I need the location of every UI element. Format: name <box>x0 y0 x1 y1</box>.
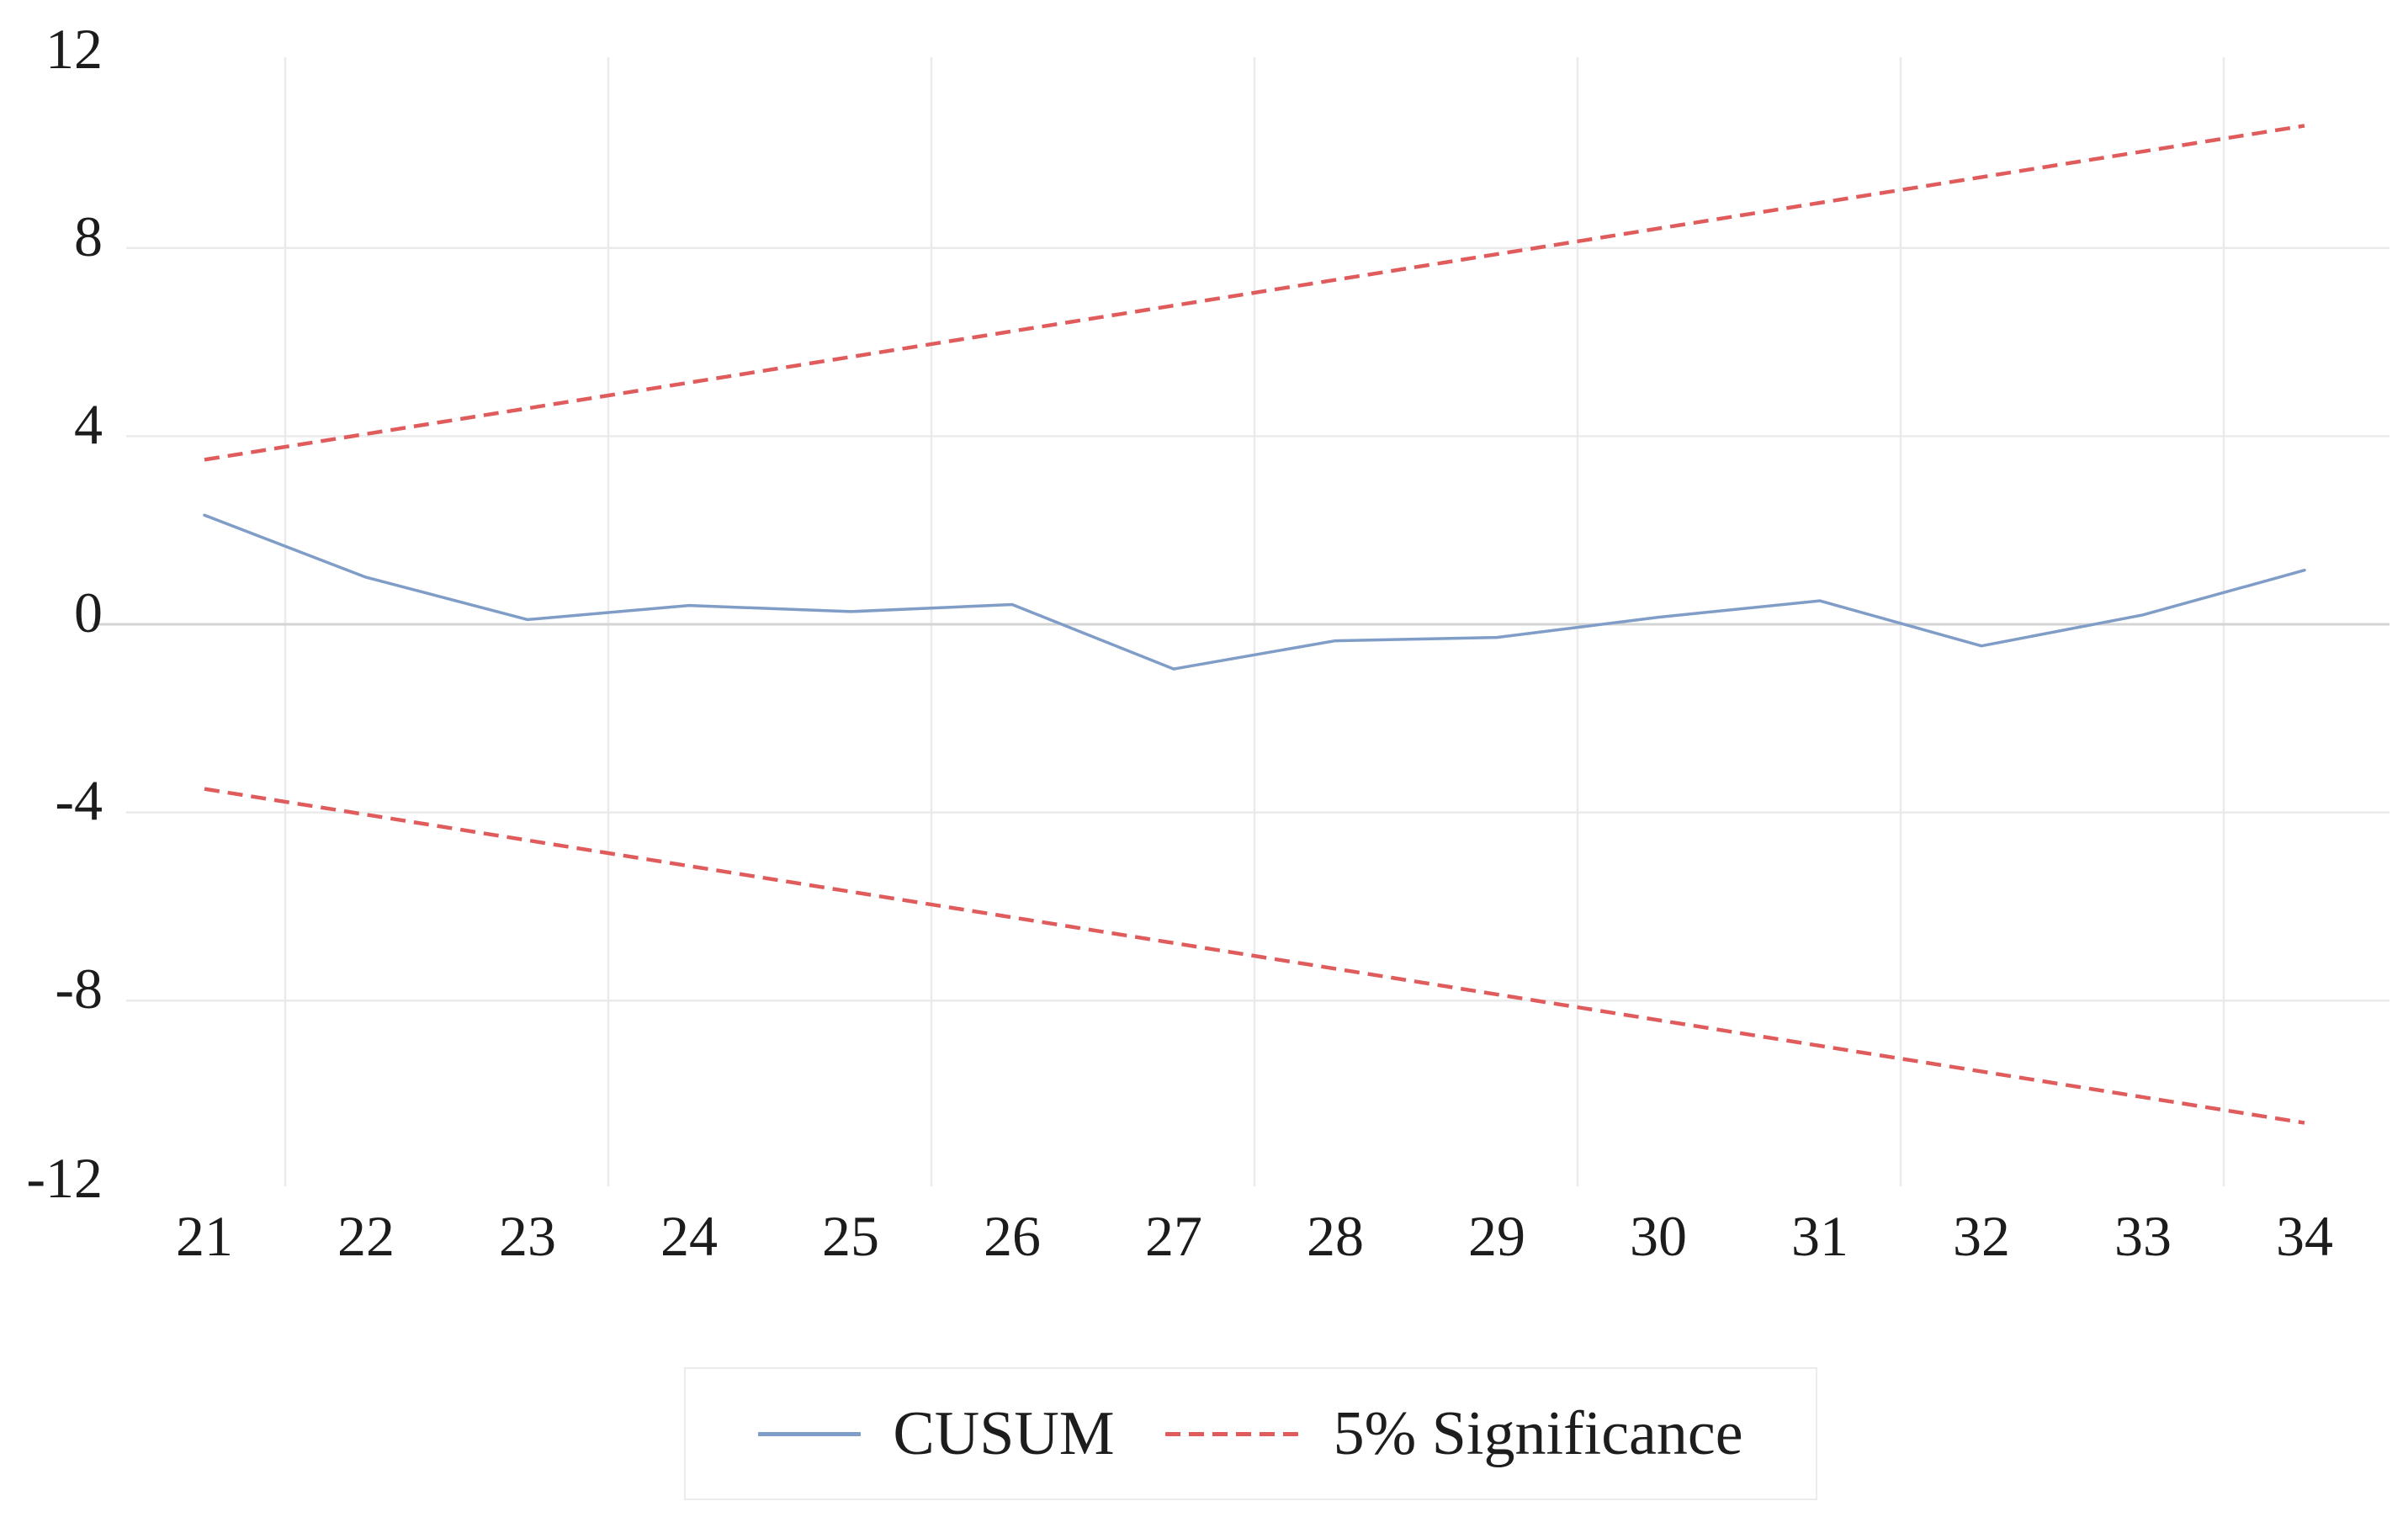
legend-label-cusum: CUSUM <box>893 1399 1115 1468</box>
cusum-line <box>203 513 2306 671</box>
legend-entry-cusum: CUSUM <box>758 1399 1115 1468</box>
significance-upper-line <box>204 124 2305 462</box>
x-axis-tick-label: 27 <box>1145 1204 1202 1268</box>
y-axis-tick-label: 0 <box>74 581 103 644</box>
y-axis-tick-label: -8 <box>55 957 103 1021</box>
y-axis-tick-label: -12 <box>26 1146 103 1210</box>
x-axis-tick-label: 22 <box>337 1204 395 1268</box>
y-axis-tick-label: -4 <box>55 769 103 833</box>
x-axis-tick-label: 28 <box>1307 1204 1364 1268</box>
x-axis-tick-label: 24 <box>660 1204 718 1268</box>
x-axis-tick-label: 25 <box>822 1204 879 1268</box>
x-axis-tick-label: 29 <box>1468 1204 1525 1268</box>
x-axis-tick-label: 33 <box>2114 1204 2172 1268</box>
y-axis-tick-label: 8 <box>74 204 103 268</box>
legend-entry-significance: 5% Significance <box>1115 1403 1743 1465</box>
x-axis-tick-label: 31 <box>1791 1204 1848 1268</box>
x-axis-tick-label: 34 <box>2276 1204 2333 1268</box>
x-axis-tick-label: 30 <box>1630 1204 1687 1268</box>
legend-label-significance: 5% Significance <box>1333 1399 1743 1468</box>
significance-line-sample-icon <box>1164 1431 1298 1436</box>
x-axis-tick-label: 26 <box>984 1204 1041 1268</box>
x-axis-tick-label: 32 <box>1953 1204 2010 1268</box>
y-axis-tick-label: 4 <box>74 392 103 456</box>
significance-lower-line <box>204 787 2305 1125</box>
x-axis-tick-label: 21 <box>176 1204 233 1268</box>
chart-legend: CUSUM 5% Significance <box>684 1367 1817 1500</box>
x-axis-tick-label: 23 <box>499 1204 556 1268</box>
y-axis-tick-label: 12 <box>45 17 103 81</box>
cusum-line-sample-icon <box>758 1431 862 1436</box>
